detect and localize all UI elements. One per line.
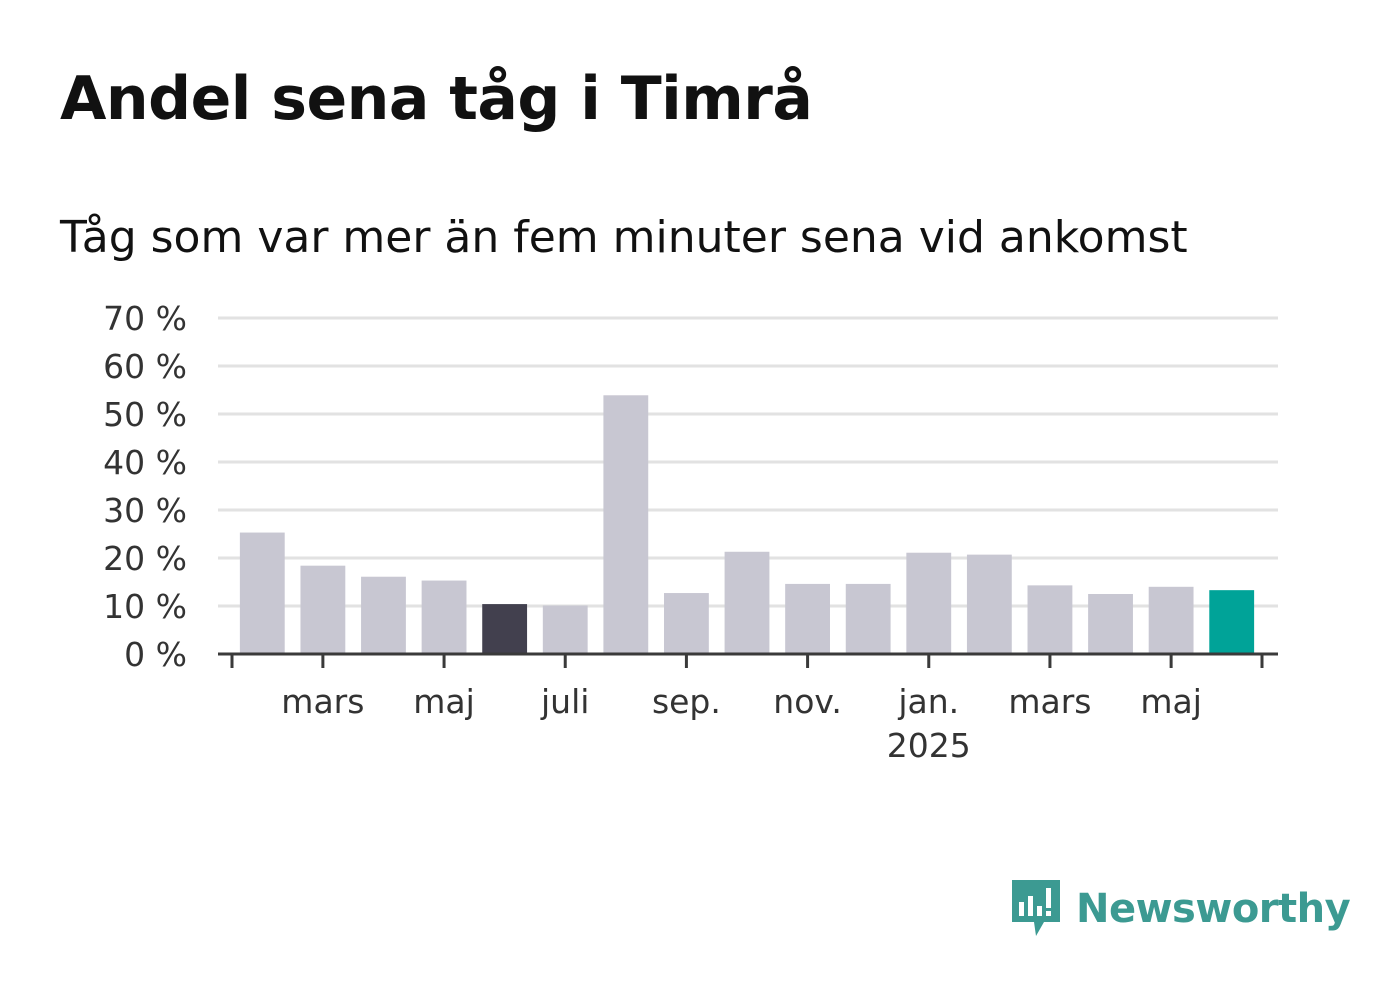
bar	[603, 395, 649, 654]
y-tick-label: 40 %	[103, 443, 187, 482]
bar	[542, 605, 588, 654]
y-tick-label: 70 %	[103, 299, 187, 338]
x-tick-label: sep.	[652, 682, 721, 721]
newsworthy-logo-icon	[1012, 880, 1060, 936]
bar-chart: 0 % 10 % 20 % 30 % 40 % 50 % 60 % 70 % mars maj j…	[103, 299, 1278, 765]
bar	[966, 554, 1012, 654]
bar	[845, 583, 891, 654]
y-tick-label: 10 %	[103, 587, 187, 626]
bar	[482, 604, 528, 654]
x-tick-label: nov.	[773, 682, 842, 721]
y-tick-label: 30 %	[103, 491, 187, 530]
bar	[785, 583, 831, 654]
x-tick-label: mars	[1008, 682, 1091, 721]
bar	[300, 565, 346, 654]
y-tick-label: 20 %	[103, 539, 187, 578]
y-tick-label: 50 %	[103, 395, 187, 434]
bars	[239, 395, 1255, 654]
chart-subtitle: Tåg som var mer än fem minuter sena vid …	[60, 212, 1188, 263]
x-axis	[218, 652, 1278, 668]
x-tick-year-label: 2025	[887, 726, 971, 765]
y-axis-labels: 0 % 10 % 20 % 30 % 40 % 50 % 60 % 70 %	[103, 299, 187, 674]
chart-title: Andel sena tåg i Timrå	[60, 64, 813, 134]
bar	[239, 532, 285, 654]
x-tick-label: maj	[413, 682, 475, 721]
bar	[421, 580, 467, 654]
bar	[906, 552, 952, 654]
x-tick-label: jan.	[897, 682, 959, 721]
bar	[361, 576, 406, 654]
bar	[1148, 586, 1194, 654]
brand-name: Newsworthy	[1076, 886, 1351, 932]
x-axis-labels: mars maj juli sep. nov. jan. 2025 mars maj	[281, 682, 1202, 765]
brand-logo: Newsworthy	[1010, 878, 1351, 940]
x-tick-label: juli	[540, 682, 589, 721]
bar	[1209, 590, 1255, 654]
bar	[663, 593, 709, 654]
y-tick-label: 0 %	[124, 635, 187, 674]
bar	[1027, 585, 1073, 654]
x-tick-label: mars	[281, 682, 364, 721]
bar	[1088, 594, 1133, 654]
bar	[724, 551, 770, 654]
x-tick-label: maj	[1140, 682, 1202, 721]
y-tick-label: 60 %	[103, 347, 187, 386]
